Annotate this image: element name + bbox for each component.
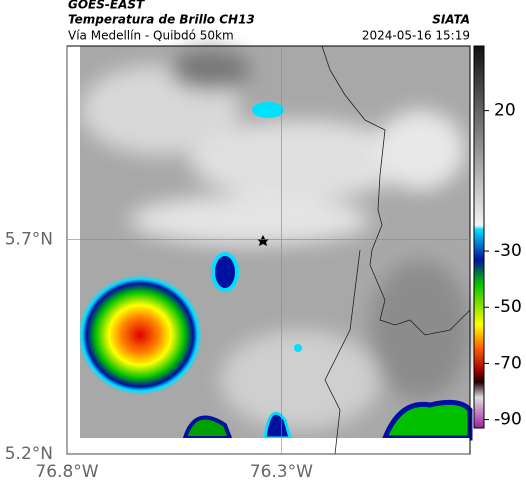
location: Vía Medellín - Quibdó 50km [68, 29, 234, 43]
y-tick-label: 5.2°N [5, 444, 53, 464]
colorbar [473, 45, 485, 429]
colorbar-tick-label: -50 [494, 297, 522, 317]
colorbar-tick-label: -30 [494, 241, 522, 261]
source: SIATA [432, 13, 470, 27]
colorbar-tick-label: -70 [494, 353, 522, 373]
timestamp: 2024-05-16 15:19 [362, 29, 470, 43]
x-tick-label: 76.3°W [250, 462, 313, 482]
x-tick-label: 76.8°W [35, 462, 98, 482]
subtitle: Temperatura de Brillo CH13 [68, 13, 255, 27]
axes: 76.8°W 76.3°W 5.7°N 5.2°N 20 -30 -50 -70 -90 [5, 46, 522, 482]
colorbar-tick-label: -90 [494, 410, 522, 430]
title: GOES-EAST [68, 0, 145, 12]
satellite-image [67, 45, 473, 455]
y-tick-label: 5.7°N [5, 229, 53, 249]
colorbar-tick-label: 20 [494, 101, 516, 121]
